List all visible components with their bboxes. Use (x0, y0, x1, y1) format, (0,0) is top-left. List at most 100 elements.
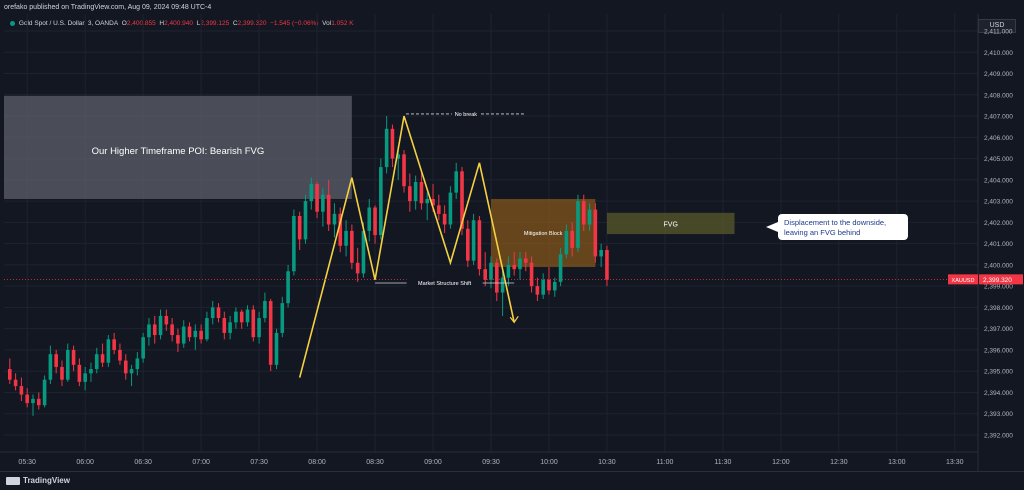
candle-body[interactable] (344, 230, 348, 246)
candle-body[interactable] (321, 194, 325, 212)
candle-body[interactable] (506, 264, 511, 278)
candle-body[interactable] (419, 181, 424, 204)
candle-body[interactable] (315, 184, 319, 212)
candle-body[interactable] (529, 262, 534, 287)
candle-body[interactable] (164, 315, 169, 325)
candle-body[interactable] (309, 184, 314, 202)
candle-body[interactable] (141, 337, 145, 359)
candle-body[interactable] (408, 186, 412, 202)
candle-body[interactable] (118, 349, 122, 361)
candle-body[interactable] (576, 201, 580, 248)
candle-body[interactable] (210, 307, 215, 319)
candle-body[interactable] (466, 228, 470, 261)
candle-body[interactable] (123, 360, 128, 374)
candle-body[interactable] (379, 167, 383, 236)
candle-body[interactable] (489, 262, 493, 280)
candle-body[interactable] (523, 258, 528, 263)
candle-body[interactable] (338, 213, 343, 246)
candle-body[interactable] (413, 181, 418, 202)
candle-body[interactable] (547, 279, 551, 291)
candle-body[interactable] (361, 230, 366, 274)
candle-body[interactable] (431, 198, 435, 206)
candle-body[interactable] (495, 262, 499, 293)
candle-body[interactable] (500, 277, 505, 293)
candle-body[interactable] (483, 269, 487, 280)
candle-body[interactable] (77, 364, 82, 382)
candle-body[interactable] (65, 349, 70, 380)
candle-body[interactable] (367, 207, 372, 231)
candle-body[interactable] (60, 366, 64, 380)
candle-body[interactable] (471, 220, 476, 261)
candle-body[interactable] (396, 154, 401, 159)
candle-body[interactable] (448, 192, 453, 225)
legend-symbol[interactable]: Gold Spot / U.S. Dollar, 3, OANDA (18, 20, 119, 27)
candle-body[interactable] (593, 209, 598, 257)
candle-body[interactable] (535, 286, 540, 295)
candle-body[interactable] (100, 354, 105, 363)
candle-body[interactable] (228, 322, 232, 333)
candle-body[interactable] (129, 369, 134, 374)
candle-body[interactable] (402, 154, 406, 187)
candle-body[interactable] (581, 201, 586, 225)
tradingview-logo[interactable]: TradingView (6, 476, 70, 485)
candle-body[interactable] (8, 369, 12, 380)
candle-body[interactable] (106, 339, 111, 363)
candle-body[interactable] (605, 250, 609, 280)
candle-body[interactable] (245, 309, 250, 323)
candle-body[interactable] (48, 354, 53, 380)
candle-body[interactable] (147, 324, 151, 338)
candle-body[interactable] (181, 326, 186, 344)
candle-body[interactable] (170, 324, 174, 336)
candle-body[interactable] (42, 379, 47, 406)
candle-body[interactable] (19, 386, 24, 395)
candle-body[interactable] (373, 207, 377, 236)
candle-body[interactable] (454, 171, 459, 193)
candle-body[interactable] (477, 220, 482, 270)
candle-body[interactable] (570, 230, 574, 248)
candle-body[interactable] (94, 354, 99, 370)
candle-body[interactable] (176, 335, 180, 344)
currency-button[interactable]: USD (978, 19, 1016, 33)
candle-body[interactable] (135, 358, 140, 370)
candle-body[interactable] (251, 309, 256, 338)
candle-body[interactable] (239, 311, 244, 323)
candle-body[interactable] (437, 205, 441, 214)
candle-body[interactable] (587, 209, 592, 225)
candle-body[interactable] (355, 262, 360, 274)
candle-body[interactable] (158, 315, 163, 336)
candle-body[interactable] (216, 307, 221, 319)
candle-body[interactable] (36, 398, 41, 406)
candle-body[interactable] (263, 301, 267, 319)
candle-body[interactable] (460, 171, 464, 229)
candle-body[interactable] (205, 318, 209, 340)
candle-body[interactable] (89, 369, 93, 374)
candle-body[interactable] (25, 394, 29, 404)
candle-body[interactable] (193, 330, 198, 338)
candle-body[interactable] (257, 318, 261, 338)
candle-body[interactable] (274, 332, 279, 365)
candle-body[interactable] (31, 398, 35, 404)
candle-body[interactable] (297, 215, 302, 240)
candle-body[interactable] (350, 230, 354, 263)
candle-body[interactable] (187, 326, 192, 338)
candle-body[interactable] (199, 330, 203, 340)
candle-body[interactable] (286, 271, 290, 304)
candle-body[interactable] (564, 230, 569, 255)
candle-body[interactable] (112, 339, 116, 350)
candle-body[interactable] (222, 318, 227, 333)
candle-body[interactable] (425, 198, 430, 204)
candle-body[interactable] (558, 254, 563, 282)
candle-body[interactable] (303, 201, 308, 240)
candle-body[interactable] (332, 213, 337, 225)
candle-body[interactable] (512, 264, 516, 270)
candle-body[interactable] (152, 324, 157, 336)
candle-body[interactable] (280, 303, 285, 333)
candle-body[interactable] (292, 215, 296, 272)
candle-body[interactable] (541, 279, 545, 295)
candle-body[interactable] (83, 373, 87, 382)
candle-body[interactable] (326, 194, 331, 225)
candle-body[interactable] (268, 301, 273, 365)
candle-body[interactable] (518, 258, 522, 270)
candle-body[interactable] (13, 379, 18, 387)
